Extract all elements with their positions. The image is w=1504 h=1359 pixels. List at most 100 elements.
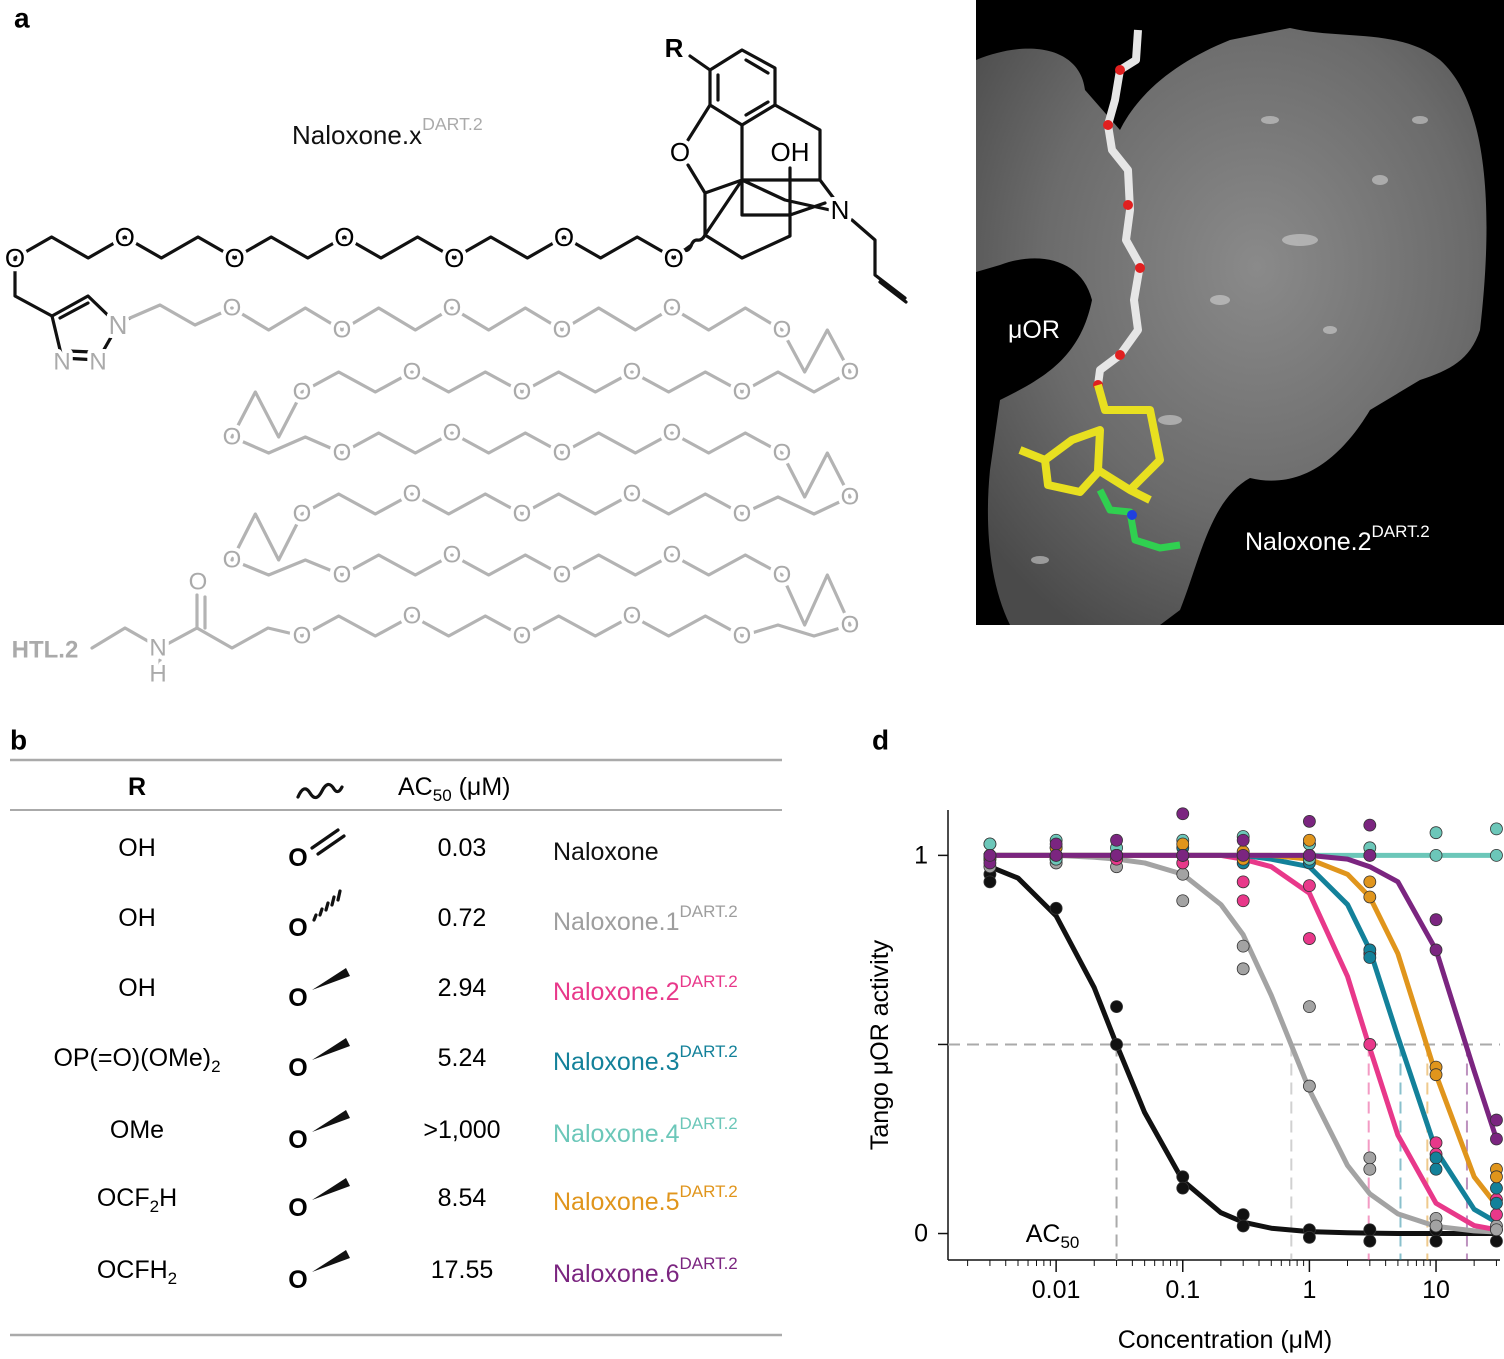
data-point — [1429, 826, 1443, 840]
bond-line — [312, 1038, 350, 1060]
atom-label: O — [333, 317, 352, 344]
core-bonds — [686, 54, 908, 304]
superscript: DART.2 — [679, 1114, 737, 1133]
atom-label: O — [733, 379, 752, 406]
atom-label: N — [89, 349, 106, 376]
bond-line — [336, 889, 342, 902]
superscript: DART.2 — [679, 902, 737, 921]
linkage-atom: O — [288, 984, 307, 1012]
nitrogen-atom — [1127, 510, 1137, 520]
data-point — [1363, 1162, 1377, 1176]
atom-label: O — [670, 137, 690, 167]
linkage-atom: O — [288, 1126, 307, 1154]
data-point — [1302, 1230, 1316, 1244]
aromatic-bonds — [716, 58, 770, 117]
atom-label: N — [831, 195, 850, 225]
data-point — [1176, 1170, 1190, 1184]
data-point — [1490, 1223, 1503, 1237]
table-rules — [10, 758, 782, 1337]
atom-label: O — [444, 243, 464, 273]
atom-label: O — [773, 440, 792, 467]
atom-label: O — [623, 359, 642, 386]
superscript: DART.2 — [679, 1042, 737, 1061]
data-point — [1490, 1234, 1503, 1248]
data-point — [1236, 848, 1250, 862]
panel-label: a — [14, 3, 30, 34]
data-point — [1302, 1079, 1316, 1093]
data-point — [1429, 1068, 1443, 1082]
receptor-label: μOR — [1008, 316, 1060, 344]
data-point — [1176, 837, 1190, 851]
curve — [989, 852, 1497, 1233]
panel-label: d — [872, 725, 889, 756]
bond-line — [312, 1250, 350, 1272]
subscript: 50 — [1060, 1233, 1079, 1252]
molecule-title: Naloxone.xDART.2 — [292, 114, 483, 150]
atom-label: O — [663, 542, 682, 569]
text-part: (μM) — [452, 773, 511, 801]
text-part: H — [159, 1184, 177, 1212]
compound-name: Naloxone.2DART.2 — [553, 972, 738, 1007]
data-point — [1429, 1219, 1443, 1233]
linkage-atom: O — [288, 1194, 307, 1222]
data-point — [1176, 867, 1190, 881]
y-tick-label: 0 — [914, 1220, 928, 1248]
stereo-bond — [312, 968, 350, 990]
column-header: AC50 (μM) — [398, 773, 510, 805]
compound-name: Naloxone — [553, 838, 659, 866]
triazole-ring — [50, 294, 120, 362]
data-point — [1490, 848, 1503, 862]
atom-label: O — [443, 542, 462, 569]
data-point — [983, 875, 997, 889]
data-point — [1176, 807, 1190, 821]
atom-label: H — [149, 661, 166, 688]
data-point — [1236, 875, 1250, 889]
subscript: 50 — [433, 786, 452, 805]
data-point — [1110, 833, 1123, 847]
data-point — [1490, 1181, 1503, 1195]
compound-name: Naloxone.1DART.2 — [553, 902, 738, 937]
data-point — [1363, 1151, 1377, 1165]
text-part: Naloxone.2 — [1245, 528, 1371, 556]
data-point — [1363, 1223, 1377, 1237]
data-point — [1363, 848, 1377, 862]
data-point — [1236, 833, 1250, 847]
naloxone-core — [681, 48, 908, 304]
data-point — [1110, 848, 1123, 862]
data-point — [1176, 848, 1190, 862]
atom-label: O — [443, 295, 462, 322]
allyl-sticks — [1096, 488, 1181, 552]
ligand-label: Naloxone.2DART.2 — [1245, 522, 1430, 557]
atom-label: O — [664, 243, 684, 273]
text-part: Naloxone — [553, 838, 659, 866]
bond-line — [330, 895, 336, 907]
data-point — [1490, 1196, 1503, 1210]
benzene-ring — [708, 48, 777, 127]
atom-label: O — [513, 623, 532, 650]
superscript: DART.2 — [422, 114, 483, 134]
bond-line — [312, 1178, 350, 1200]
text-part: OCF — [97, 1184, 150, 1212]
compound-name: Naloxone.5DART.2 — [553, 1182, 738, 1217]
x-tick-label: 10 — [1422, 1276, 1450, 1304]
compound-name: Naloxone.4DART.2 — [553, 1114, 738, 1149]
r-group: OH — [118, 974, 156, 1002]
data-point — [1490, 1170, 1503, 1184]
data-point — [1363, 951, 1377, 964]
r-group: OCF2H — [97, 1184, 177, 1216]
ac50-value: 8.54 — [438, 1184, 487, 1212]
atom-label: O — [293, 379, 312, 406]
data-point — [1429, 1136, 1443, 1150]
bond-line — [312, 1110, 350, 1132]
atom-label: O — [443, 420, 462, 447]
atom-label: O — [554, 222, 574, 252]
r-group: OH — [118, 904, 156, 932]
curve — [989, 852, 1498, 1225]
text-part: Naloxone.x — [292, 120, 422, 150]
atom-label: O — [841, 612, 860, 639]
atom-label: O — [334, 222, 354, 252]
column-header: R — [128, 773, 146, 801]
atom-label: O — [733, 501, 752, 528]
subscript: 2 — [150, 1197, 159, 1216]
